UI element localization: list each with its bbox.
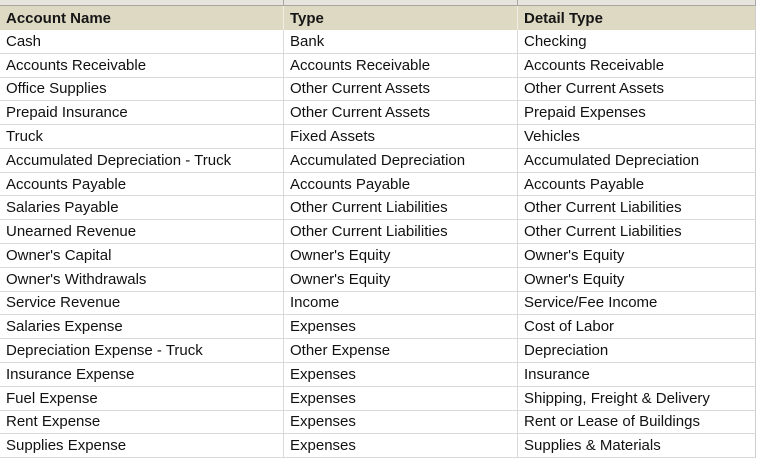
cell-detail-type[interactable]: Other Current Liabilities (518, 196, 756, 220)
partial-row-above-header (0, 0, 756, 6)
cell-detail-type[interactable]: Owner's Equity (518, 267, 756, 291)
cell-account-name[interactable]: Office Supplies (0, 77, 284, 101)
cell-account-name[interactable]: Service Revenue (0, 291, 284, 315)
cell-detail-type[interactable]: Owner's Equity (518, 244, 756, 267)
header-type[interactable]: Type (284, 6, 518, 30)
table-header-row: Account Name Type Detail Type (0, 6, 756, 30)
table-body: Cash Bank Checking Accounts Receivable Accou… (0, 30, 756, 459)
cell-type[interactable]: Owner's Equity (284, 244, 518, 267)
cell-type[interactable]: Expenses (284, 410, 518, 434)
table-row: Depreciation Expense - Truck Other Expens… (0, 339, 756, 363)
cell-detail-type[interactable]: Accumulated Depreciation (518, 148, 756, 172)
table-row: Accounts Receivable Accounts Receivable Ac… (0, 53, 756, 78)
cell-account-name[interactable]: Accounts Receivable (0, 53, 284, 77)
cell-detail-type[interactable]: Accounts Payable (518, 172, 756, 196)
cell-type[interactable]: Owner's Equity (284, 267, 518, 291)
partial-cell (518, 0, 756, 5)
cell-detail-type[interactable]: Service/Fee Income (518, 291, 756, 315)
cell-detail-type[interactable]: Rent or Lease of Buildings (518, 410, 756, 434)
table-row: Service Revenue Income Service/Fee Income (0, 291, 756, 316)
table-row: Insurance Expense Expenses Insurance (0, 362, 756, 387)
partial-cell (284, 0, 518, 5)
table-row: Salaries Payable Other Current Liabilitie… (0, 196, 756, 221)
cell-account-name[interactable]: Rent Expense (0, 410, 284, 434)
table-row: Cash Bank Checking (0, 30, 756, 54)
partial-cell (0, 0, 284, 5)
cell-account-name[interactable]: Accumulated Depreciation - Truck (0, 148, 284, 172)
cell-type[interactable]: Bank (284, 30, 518, 53)
table-row: Accumulated Depreciation - Truck Accumula… (0, 148, 756, 173)
table-row: Truck Fixed Assets Vehicles (0, 125, 756, 149)
cell-type[interactable]: Expenses (284, 434, 518, 458)
table-row: Fuel Expense Expenses Shipping, Freight & … (0, 386, 756, 411)
cell-type[interactable]: Fixed Assets (284, 125, 518, 148)
header-account-name[interactable]: Account Name (0, 6, 284, 30)
table-row: Owner's Capital Owner's Equity Owner's Equ… (0, 244, 756, 268)
cell-account-name[interactable]: Prepaid Insurance (0, 101, 284, 125)
cell-detail-type[interactable]: Other Current Liabilities (518, 220, 756, 244)
table-row: Owner's Withdrawals Owner's Equity Owner's… (0, 267, 756, 292)
cell-account-name[interactable]: Salaries Payable (0, 196, 284, 220)
cell-type[interactable]: Accounts Receivable (284, 53, 518, 77)
cell-detail-type[interactable]: Insurance (518, 362, 756, 386)
cell-type[interactable]: Other Current Assets (284, 77, 518, 101)
table-row: Accounts Payable Accounts Payable Accounts… (0, 172, 756, 197)
cell-type[interactable]: Other Current Liabilities (284, 196, 518, 220)
cell-detail-type[interactable]: Vehicles (518, 125, 756, 148)
cell-type[interactable]: Income (284, 291, 518, 315)
cell-account-name[interactable]: Depreciation Expense - Truck (0, 339, 284, 362)
cell-account-name[interactable]: Salaries Expense (0, 315, 284, 339)
cell-account-name[interactable]: Fuel Expense (0, 386, 284, 410)
cell-type[interactable]: Other Current Assets (284, 101, 518, 125)
cell-account-name[interactable]: Unearned Revenue (0, 220, 284, 244)
header-detail-type[interactable]: Detail Type (518, 6, 756, 30)
cell-account-name[interactable]: Accounts Payable (0, 172, 284, 196)
cell-detail-type[interactable]: Prepaid Expenses (518, 101, 756, 125)
cell-type[interactable]: Expenses (284, 315, 518, 339)
table-row: Prepaid Insurance Other Current Assets Pre… (0, 101, 756, 126)
cell-detail-type[interactable]: Checking (518, 30, 756, 53)
cell-account-name[interactable]: Truck (0, 125, 284, 148)
table-row: Unearned Revenue Other Current Liabilitie… (0, 220, 756, 245)
cell-type[interactable]: Accounts Payable (284, 172, 518, 196)
cell-detail-type[interactable]: Shipping, Freight & Delivery (518, 386, 756, 410)
cell-type[interactable]: Other Current Liabilities (284, 220, 518, 244)
cell-type[interactable]: Accumulated Depreciation (284, 148, 518, 172)
cell-type[interactable]: Expenses (284, 362, 518, 386)
table-row: Office Supplies Other Current Assets Other… (0, 77, 756, 102)
table-row: Rent Expense Expenses Rent or Lease of Bui… (0, 410, 756, 435)
cell-detail-type[interactable]: Depreciation (518, 339, 756, 362)
cell-account-name[interactable]: Cash (0, 30, 284, 53)
cell-detail-type[interactable]: Cost of Labor (518, 315, 756, 339)
table-row: Salaries Expense Expenses Cost of Labor (0, 315, 756, 340)
cell-account-name[interactable]: Insurance Expense (0, 362, 284, 386)
table-row: Supplies Expense Expenses Supplies & Mater… (0, 434, 756, 459)
cell-detail-type[interactable]: Other Current Assets (518, 77, 756, 101)
cell-type[interactable]: Expenses (284, 386, 518, 410)
cell-account-name[interactable]: Owner's Withdrawals (0, 267, 284, 291)
cell-type[interactable]: Other Expense (284, 339, 518, 362)
cell-account-name[interactable]: Supplies Expense (0, 434, 284, 458)
cell-detail-type[interactable]: Accounts Receivable (518, 53, 756, 77)
cell-detail-type[interactable]: Supplies & Materials (518, 434, 756, 458)
cell-account-name[interactable]: Owner's Capital (0, 244, 284, 267)
